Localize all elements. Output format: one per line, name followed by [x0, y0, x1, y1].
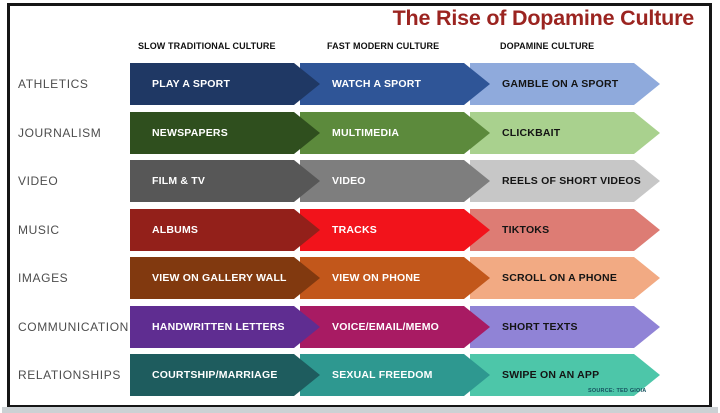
arrow-journalism-col3: CLICKBAIT [470, 112, 660, 154]
column-header-fast-modern-culture: FAST MODERN CULTURE [327, 41, 440, 51]
row-label-athletics: ATHLETICS [18, 77, 89, 91]
arrow-relationships-col1: COURTSHIP/MARRIAGE [130, 354, 320, 396]
arrow-text: COURTSHIP/MARRIAGE [152, 369, 278, 381]
arrow-athletics-col1: PLAY A SPORT [130, 63, 320, 105]
arrow-text: SHORT TEXTS [502, 321, 578, 333]
arrow-journalism-col2: MULTIMEDIA [300, 112, 490, 154]
page-title: The Rise of Dopamine Culture [392, 6, 695, 30]
arrow-music-col1: ALBUMS [130, 209, 320, 251]
arrow-text: SWIPE ON AN APP [502, 369, 600, 381]
arrow-music-col2: TRACKS [300, 209, 490, 251]
arrow-journalism-col1: NEWSPAPERS [130, 112, 320, 154]
column-header-dopamine-culture: DOPAMINE CULTURE [500, 41, 595, 51]
arrow-communication-col1: HANDWRITTEN LETTERS [130, 306, 320, 348]
arrow-communication-col3: SHORT TEXTS [470, 306, 660, 348]
arrow-text: FILM & TV [152, 175, 206, 187]
bottom-shadow-strip [2, 407, 718, 413]
arrow-text: PLAY A SPORT [152, 78, 231, 90]
row-label-images: IMAGES [18, 271, 69, 285]
row-label-relationships: RELATIONSHIPS [18, 368, 121, 382]
row-label-music: MUSIC [18, 223, 60, 237]
arrow-images-col1: VIEW ON GALLERY WALL [130, 257, 320, 299]
row-label-video: VIDEO [18, 174, 59, 188]
arrow-text: CLICKBAIT [502, 127, 561, 139]
row-label-journalism: JOURNALISM [18, 126, 102, 140]
arrow-text: WATCH A SPORT [332, 78, 422, 90]
row-label-communication: COMMUNICATION [18, 320, 129, 334]
arrow-text: HANDWRITTEN LETTERS [152, 321, 285, 333]
arrow-communication-col2: VOICE/EMAIL/MEMO [300, 306, 490, 348]
arrow-images-col2: VIEW ON PHONE [300, 257, 490, 299]
arrow-text: VIEW ON GALLERY WALL [152, 272, 287, 284]
arrow-video-col3: REELS OF SHORT VIDEOS [470, 160, 660, 202]
source-credit: SOURCE: TED GIOIA [588, 388, 647, 394]
arrow-music-col3: TIKTOKS [470, 209, 660, 251]
arrow-text: SEXUAL FREEDOM [332, 369, 433, 381]
arrow-text: REELS OF SHORT VIDEOS [502, 175, 641, 187]
arrow-video-col2: VIDEO [300, 160, 490, 202]
arrow-text: ALBUMS [152, 224, 199, 236]
arrow-text: GAMBLE ON A SPORT [502, 78, 619, 90]
arrow-athletics-col3: GAMBLE ON A SPORT [470, 63, 660, 105]
column-header-slow-traditional-culture: SLOW TRADITIONAL CULTURE [138, 41, 276, 51]
arrow-text: VOICE/EMAIL/MEMO [332, 321, 440, 333]
arrow-video-col1: FILM & TV [130, 160, 320, 202]
arrow-text: VIDEO [332, 175, 366, 187]
arrow-text: NEWSPAPERS [152, 127, 228, 139]
arrow-text: VIEW ON PHONE [332, 272, 421, 284]
arrow-text: MULTIMEDIA [332, 127, 400, 139]
arrow-text: TIKTOKS [502, 224, 550, 236]
arrow-relationships-col3: SWIPE ON AN APP [470, 354, 660, 396]
arrow-relationships-col2: SEXUAL FREEDOM [300, 354, 490, 396]
arrow-text: SCROLL ON A PHONE [502, 272, 618, 284]
arrow-images-col3: SCROLL ON A PHONE [470, 257, 660, 299]
arrow-athletics-col2: WATCH A SPORT [300, 63, 490, 105]
arrow-text: TRACKS [332, 224, 377, 236]
